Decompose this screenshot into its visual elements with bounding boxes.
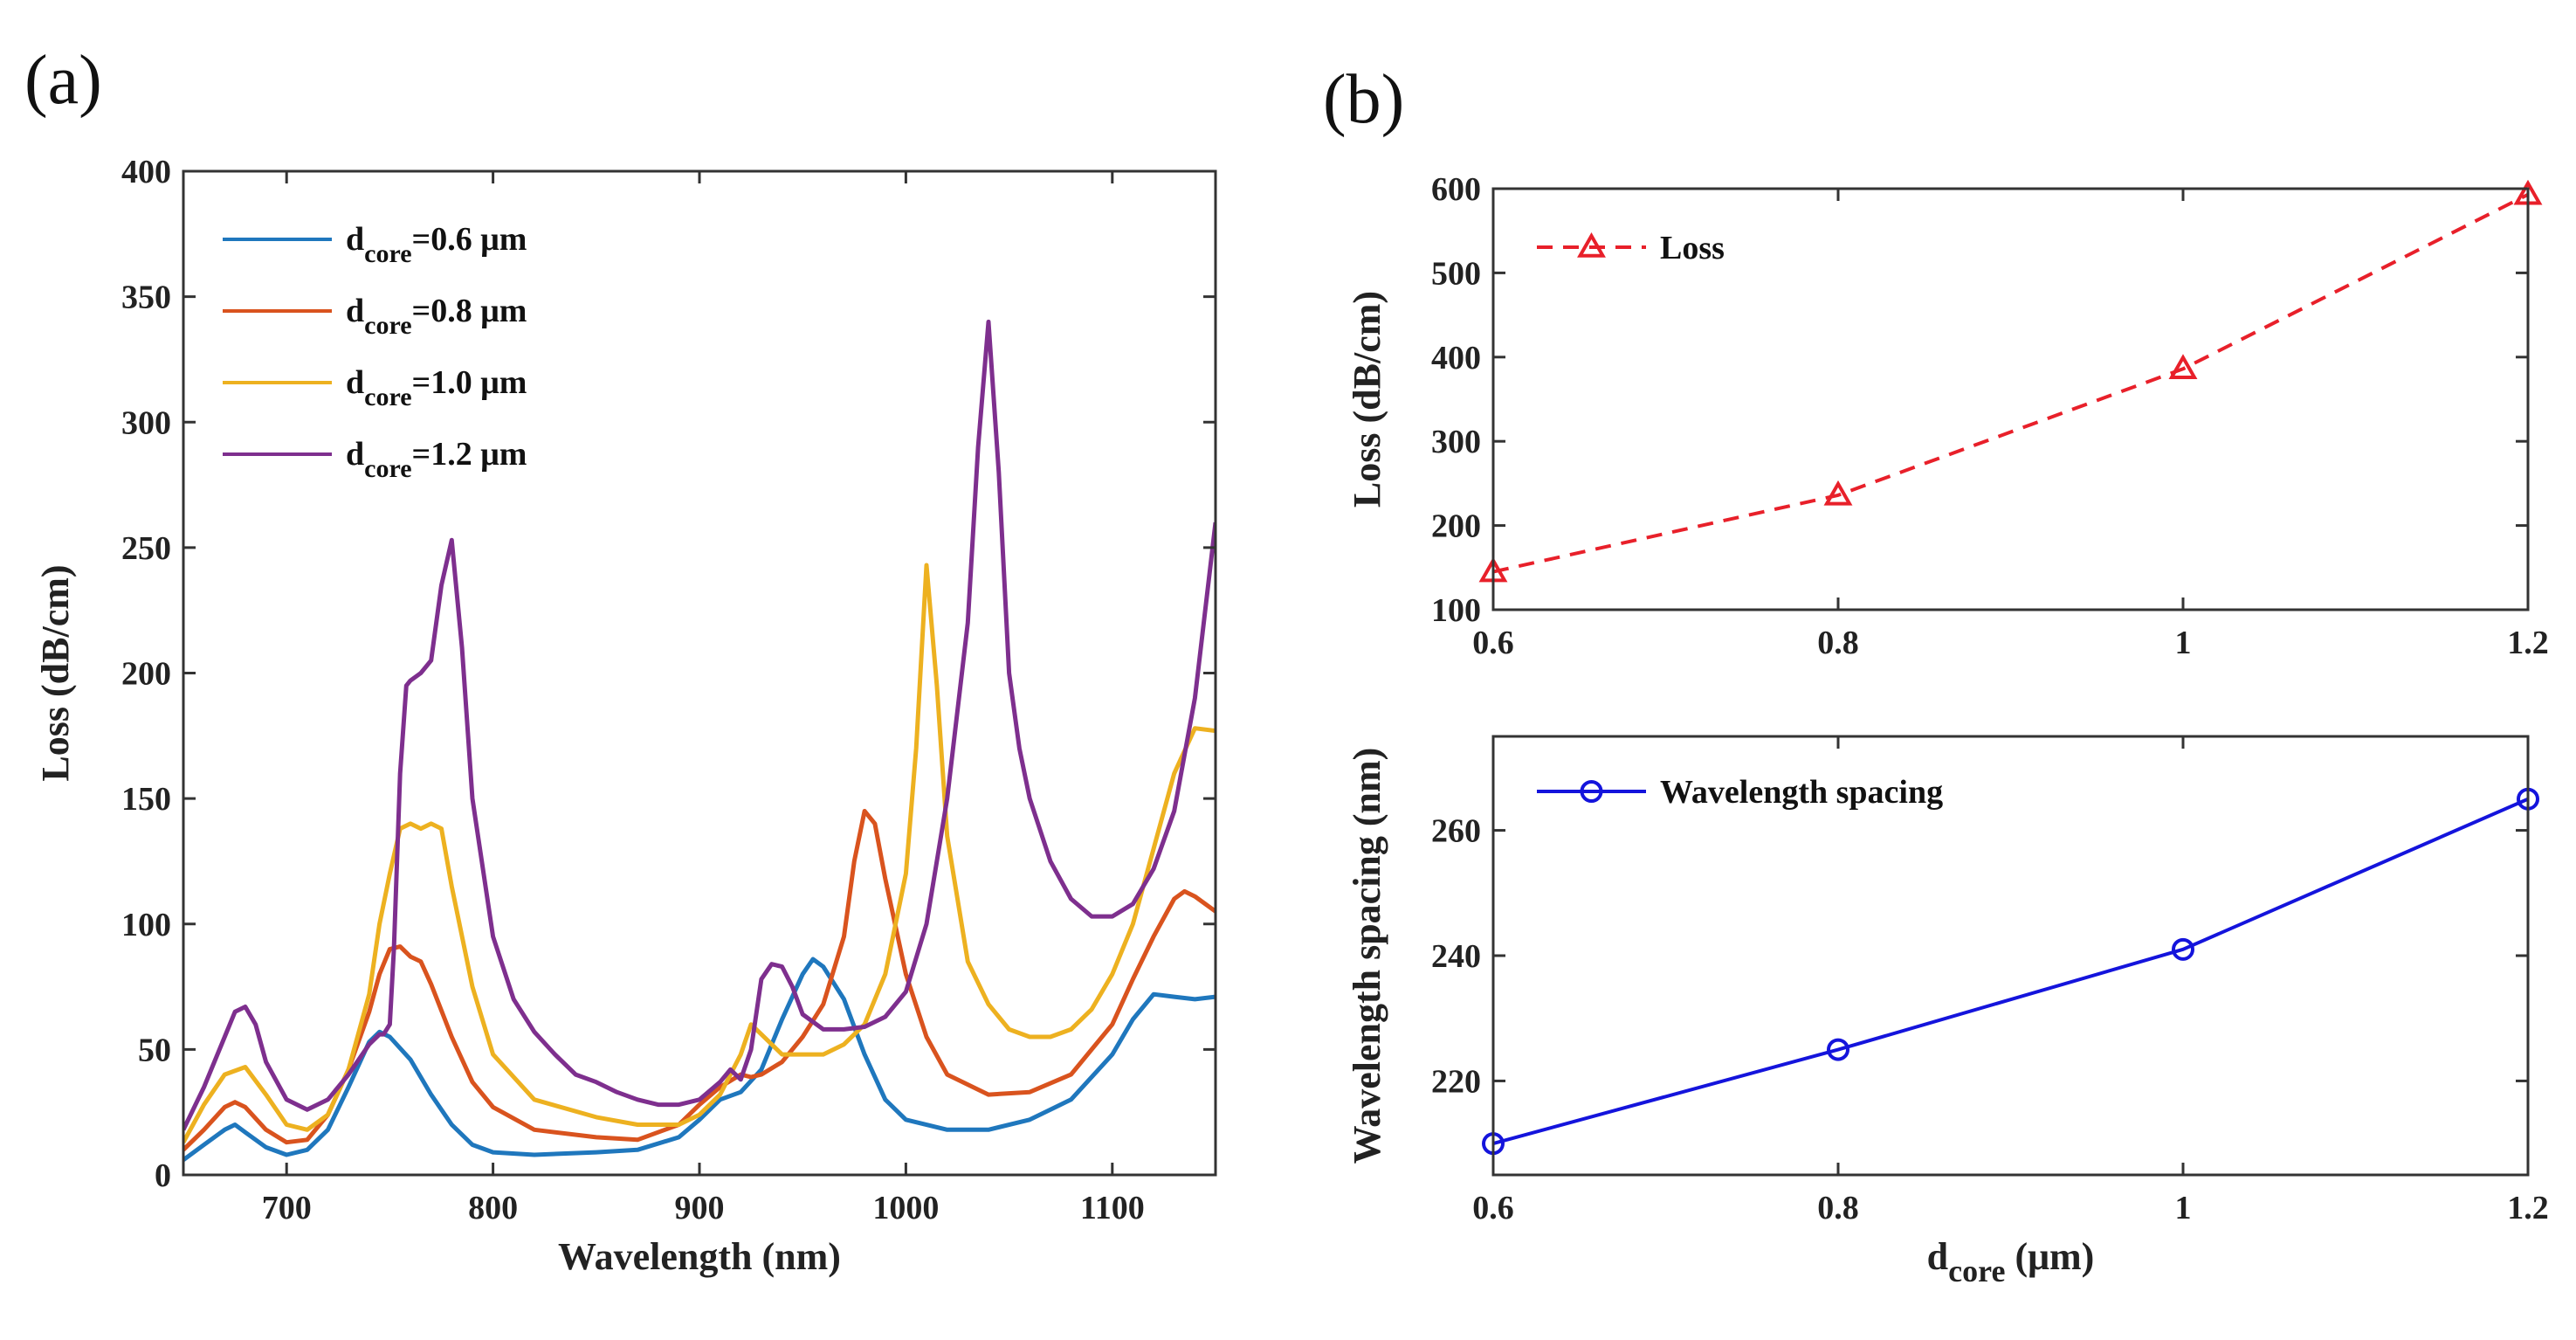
y-tick-label-b-bottom-2: 260 bbox=[1431, 813, 1481, 850]
data-point-b-bottom-2 bbox=[2172, 937, 2194, 961]
legend-marker-b-top bbox=[1577, 231, 1606, 258]
y-axis-label-b-top: Loss (dB/cm) bbox=[1346, 291, 1388, 508]
y-tick-label-b-top-5: 600 bbox=[1431, 171, 1481, 208]
axes-frame-b-bottom bbox=[1491, 735, 2530, 1177]
x-tick-label-b-bottom-3: 1.2 bbox=[2507, 1190, 2549, 1226]
y-tick-label-b-bottom-0: 220 bbox=[1431, 1063, 1481, 1100]
legend-b-bottom: Wavelength spacing bbox=[1537, 774, 1943, 811]
panel-label-b: (b) bbox=[1323, 61, 1404, 138]
y-tick-label-a-8: 400 bbox=[121, 154, 171, 190]
legend-label-a-2-sub: core bbox=[364, 383, 411, 411]
chart-b-bottom: 0.6 0.8 1 1.2 220 240 260 dcore (μm) Wavelength … bbox=[1346, 735, 2549, 1288]
y-tick-label-a-2: 100 bbox=[121, 907, 171, 943]
x-axis-label-a: Wavelength (nm) bbox=[558, 1235, 841, 1278]
legend-label-a-3: dcore=1.2 μm bbox=[346, 436, 527, 483]
legend-label-a-1-rest: =0.8 μm bbox=[412, 293, 527, 329]
y-tick-label-a-6: 300 bbox=[121, 404, 171, 441]
x-tick-label-b-top-3: 1.2 bbox=[2507, 625, 2549, 661]
series-line-a-0-6 bbox=[183, 957, 1216, 1162]
legend-label-a-0: dcore=0.6 μm bbox=[346, 221, 527, 268]
x-axis-label-b-bottom-base: d bbox=[1927, 1235, 1948, 1278]
x-tick-label-b-bottom-2: 1 bbox=[2175, 1190, 2192, 1226]
legend-label-a-0-rest: =0.6 μm bbox=[412, 221, 527, 258]
y-tick-label-b-top-4: 500 bbox=[1431, 255, 1481, 292]
legend-label-a-2-rest: =1.0 μm bbox=[412, 364, 527, 401]
x-tick-label-a-1: 800 bbox=[468, 1190, 518, 1226]
series-line-a-1-0 bbox=[183, 563, 1216, 1143]
x-axis-label-b-bottom: dcore (μm) bbox=[1927, 1235, 2095, 1288]
chart-b-top: 0.6 0.8 1 1.2 100 200 300 400 500 600 Loss (dB/cm)… bbox=[1346, 171, 2549, 661]
axes-frame-b-top bbox=[1491, 187, 2530, 611]
series-line-a-1-2 bbox=[183, 319, 1216, 1131]
legend-label-a-3-rest: =1.2 μm bbox=[412, 436, 527, 473]
y-tick-label-a-1: 50 bbox=[138, 1032, 171, 1068]
y-axis-label-b-bottom: Wavelength spacing (nm) bbox=[1346, 748, 1388, 1164]
legend-label-a-3-sub: core bbox=[364, 454, 411, 483]
y-axis-label-a: Loss (dB/cm) bbox=[34, 564, 77, 781]
x-tick-label-b-top-1: 0.8 bbox=[1817, 625, 1859, 661]
legend-label-b-bottom-0: Wavelength spacing bbox=[1660, 774, 1943, 811]
axes-frame-a bbox=[182, 169, 1217, 1177]
y-tick-label-b-top-2: 300 bbox=[1431, 424, 1481, 460]
data-point-b-top-2 bbox=[2168, 354, 2198, 380]
legend-label-a-0-sub: core bbox=[364, 239, 411, 268]
x-axis-label-b-bottom-rest: (μm) bbox=[2005, 1235, 2094, 1278]
legend-label-b-top-0: Loss bbox=[1660, 230, 1725, 266]
x-tick-label-a-3: 1000 bbox=[872, 1190, 939, 1226]
x-tick-label-b-bottom-1: 0.8 bbox=[1817, 1190, 1859, 1226]
legend-label-a-3-base: d bbox=[346, 436, 364, 473]
y-tick-label-a-7: 350 bbox=[121, 280, 171, 316]
y-tick-label-b-bottom-1: 240 bbox=[1431, 938, 1481, 975]
y-tick-label-a-3: 150 bbox=[121, 781, 171, 818]
legend-b-top: Loss bbox=[1537, 230, 1725, 266]
x-tick-label-a-0: 700 bbox=[262, 1190, 312, 1226]
legend-label-a-0-base: d bbox=[346, 221, 364, 258]
legend-label-a-1: dcore=0.8 μm bbox=[346, 293, 527, 340]
y-tick-label-a-4: 200 bbox=[121, 656, 171, 693]
legend-label-a-2: dcore=1.0 μm bbox=[346, 364, 527, 411]
x-tick-label-b-bottom-0: 0.6 bbox=[1472, 1190, 1514, 1226]
data-point-b-bottom-1 bbox=[1827, 1038, 1849, 1061]
y-tick-label-b-top-0: 100 bbox=[1431, 592, 1481, 629]
y-tick-label-b-top-1: 200 bbox=[1431, 508, 1481, 545]
legend-label-a-1-sub: core bbox=[364, 311, 411, 340]
data-point-b-top-1 bbox=[1823, 480, 1853, 506]
legend-marker-b-bottom bbox=[1580, 780, 1603, 803]
x-axis-label-b-bottom-sub: core bbox=[1948, 1254, 2005, 1288]
series-line-b-bottom-wavelength-spacing bbox=[1493, 797, 2528, 1146]
series-line-b-top-loss bbox=[1493, 192, 2528, 574]
legend-label-a-2-base: d bbox=[346, 364, 364, 401]
x-tick-label-b-top-2: 1 bbox=[2175, 625, 2192, 661]
y-tick-label-b-top-3: 400 bbox=[1431, 340, 1481, 376]
x-tick-label-a-4: 1100 bbox=[1080, 1190, 1145, 1226]
x-tick-label-b-top-0: 0.6 bbox=[1472, 625, 1514, 661]
y-tick-label-a-0: 0 bbox=[155, 1157, 171, 1194]
legend-label-a-1-base: d bbox=[346, 293, 364, 329]
panel-label-a: (a) bbox=[24, 42, 102, 119]
x-tick-label-a-2: 900 bbox=[675, 1190, 725, 1226]
y-tick-label-a-5: 250 bbox=[121, 530, 171, 567]
chart-a: 700 800 900 1000 1100 0 50 100 150 200 250 300 350 40… bbox=[34, 154, 1217, 1278]
